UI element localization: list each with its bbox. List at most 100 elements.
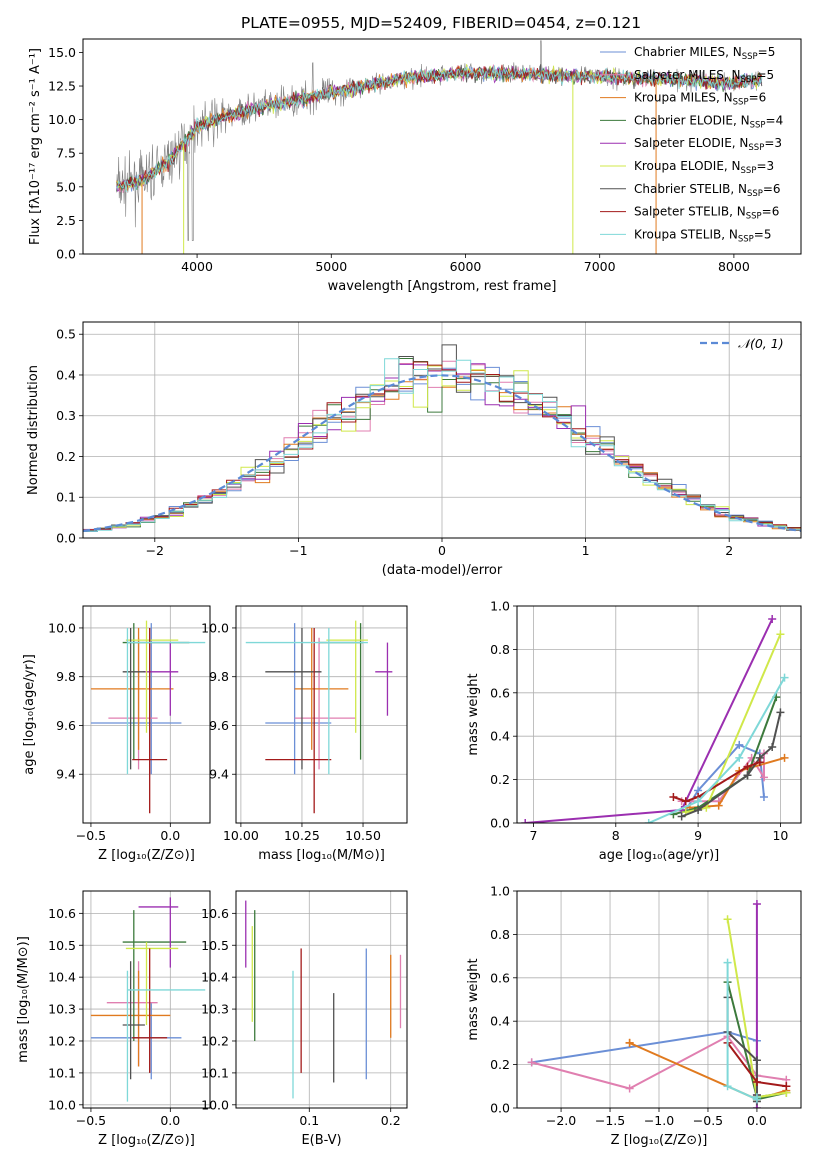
legend-label-sub: SSP xyxy=(738,234,754,244)
y-tick-label: 10.0 xyxy=(48,112,76,127)
legend-label-text: Chabrier MILES, N xyxy=(634,45,742,59)
weight-marker xyxy=(768,615,777,624)
y-axis-label: Normed distribution xyxy=(26,365,41,495)
legend-label: Chabrier STELIB, NSSP=6 xyxy=(634,182,781,199)
panel-mw_vs_age: 7 8 9 10 0.0 0.2 0.4 0.6 0.8 1.0 age [log₁₀(age/yr… xyxy=(466,599,802,863)
weight-marker xyxy=(780,673,789,682)
legend-label: Salpeter ELODIE, NSSP=3 xyxy=(634,136,782,153)
x-tick-label: 10.50 xyxy=(345,828,381,843)
x-tick-label: 1 xyxy=(582,543,590,558)
y-tick-label: 0.0 xyxy=(490,816,510,831)
panel-residuals: −2 −1 0 1 2 0.0 0.1 0.2 0.3 0.4 0.5 (data-model)/er… xyxy=(26,321,802,578)
legend-label-tail: =3 xyxy=(756,159,774,173)
plot-area xyxy=(527,900,791,1108)
y-tick-label: 10.3 xyxy=(201,1002,229,1017)
y-tick-label: 0.8 xyxy=(490,927,510,942)
weight-line-kroupa_stelib xyxy=(648,677,786,823)
y-axis-label: mass [log₁₀(M/M⊙)] xyxy=(16,936,31,1063)
x-axis-label: Z [log₁₀(Z/Z⊙)] xyxy=(611,1133,708,1148)
weight-marker xyxy=(752,1077,761,1086)
y-tick-label: 0.1 xyxy=(56,490,76,505)
legend-label: Chabrier MILES, NSSP=5 xyxy=(634,45,775,62)
plot-area xyxy=(245,620,393,814)
plot-area xyxy=(90,620,206,814)
y-tick-label: 1.0 xyxy=(490,884,510,899)
x-axis-label: (data-model)/error xyxy=(382,563,503,578)
weight-marker xyxy=(521,819,530,823)
legend-label: Kroupa STELIB, NSSP=5 xyxy=(634,227,772,244)
axes-frame xyxy=(516,605,802,824)
weight-marker xyxy=(669,792,678,801)
x-axis-label: Z [log₁₀(Z/Z⊙)] xyxy=(98,1133,195,1148)
x-tick-label: 10.00 xyxy=(223,828,259,843)
panel-mass_vs_Z: −0.5 0.0 10.0 10.1 10.2 10.3 10.4 10.5 10.6 Z [lo… xyxy=(16,890,211,1148)
x-tick-label: 0 xyxy=(438,543,446,558)
y-tick-label: 10.6 xyxy=(201,906,229,921)
legend-label-sub: SSP xyxy=(733,98,749,108)
legend-label-tail: =5 xyxy=(756,68,774,82)
weight-marker xyxy=(743,771,752,780)
x-axis-label: wavelength [Angstrom, rest frame] xyxy=(328,279,557,294)
x-tick-label: −0.5 xyxy=(693,1113,723,1128)
legend-label-text: Kroupa MILES, N xyxy=(634,91,733,105)
x-tick-label: 7000 xyxy=(584,259,616,274)
weight-marker xyxy=(677,812,686,821)
panel-mw_vs_Z: −2.0 −1.5 −1.0 −0.5 0.0 0.0 0.2 0.4 0.6 0.8 1.0 Z [… xyxy=(466,884,802,1148)
x-tick-label: −2 xyxy=(146,543,164,558)
legend-label-sub: SSP xyxy=(742,52,758,62)
weight-marker xyxy=(735,753,744,762)
y-tick-label: 2.5 xyxy=(56,213,76,228)
y-tick-label: 0.4 xyxy=(490,729,510,744)
x-tick-label: 4000 xyxy=(181,259,213,274)
x-tick-label: 2 xyxy=(725,543,733,558)
y-tick-label: 10.3 xyxy=(48,1002,76,1017)
y-tick-label: 10.2 xyxy=(201,1033,229,1048)
x-tick-label: −1.0 xyxy=(644,1113,674,1128)
y-tick-label: 0.2 xyxy=(56,449,76,464)
y-tick-label: 0.6 xyxy=(490,685,510,700)
x-axis-label: age [log₁₀(age/yr)] xyxy=(599,848,720,863)
x-tick-label: −1 xyxy=(289,543,307,558)
y-tick-label: 0.5 xyxy=(56,327,76,342)
legend-label-text: Chabrier ELODIE, N xyxy=(634,113,750,127)
x-tick-label: 5000 xyxy=(315,259,347,274)
weight-marker xyxy=(776,630,785,639)
axes-frame xyxy=(82,321,802,539)
legend-label-tail: =5 xyxy=(754,227,772,241)
legend-label: Kroupa MILES, NSSP=6 xyxy=(634,91,766,108)
y-tick-label: 0.0 xyxy=(56,247,76,262)
legend-label: 𝒩(0, 1) xyxy=(738,336,784,351)
y-tick-label: 9.4 xyxy=(209,767,229,782)
weight-marker xyxy=(759,773,768,782)
legend-label: Salpeter STELIB, NSSP=6 xyxy=(634,205,779,222)
y-tick-label: 0.0 xyxy=(490,1101,510,1116)
weight-marker xyxy=(714,801,723,810)
y-tick-label: 9.6 xyxy=(56,718,76,733)
panel-mass_vs_ebv: 0.1 0.2 10.0 10.1 10.2 10.3 10.4 10.5 10.6 E(B-V) xyxy=(201,890,408,1148)
x-axis-label: E(B-V) xyxy=(301,1133,341,1148)
y-tick-label: 0.2 xyxy=(490,772,510,787)
axes-frame xyxy=(235,890,408,1109)
weight-marker xyxy=(755,758,764,767)
y-tick-label: 0.0 xyxy=(56,531,76,546)
y-tick-label: 10.4 xyxy=(48,970,76,985)
y-axis-label: age [log₁₀(age/yr)] xyxy=(22,654,37,775)
y-axis-label: Flux [fλ10⁻¹⁷ erg cm⁻² s⁻¹ A⁻¹] xyxy=(28,48,43,245)
plot-area xyxy=(83,344,801,532)
x-tick-label: −1.5 xyxy=(595,1113,625,1128)
weight-marker xyxy=(759,792,768,801)
axes-frame xyxy=(516,890,802,1109)
y-tick-label: 10.2 xyxy=(48,1033,76,1048)
weight-marker xyxy=(780,753,789,762)
figure-title: PLATE=0955, MJD=52409, FIBERID=0454, z=0… xyxy=(241,14,641,32)
axes-frame xyxy=(235,605,408,824)
y-tick-label: 9.8 xyxy=(209,669,229,684)
legend-label-sub: SSP xyxy=(750,120,766,130)
weight-marker xyxy=(694,805,703,814)
y-tick-label: 12.5 xyxy=(48,79,76,94)
y-tick-label: 9.6 xyxy=(209,718,229,733)
y-tick-label: 10.1 xyxy=(48,1065,76,1080)
y-tick-label: 15.0 xyxy=(48,45,76,60)
y-tick-label: 10.0 xyxy=(201,620,229,635)
x-tick-label: 10.25 xyxy=(284,828,320,843)
